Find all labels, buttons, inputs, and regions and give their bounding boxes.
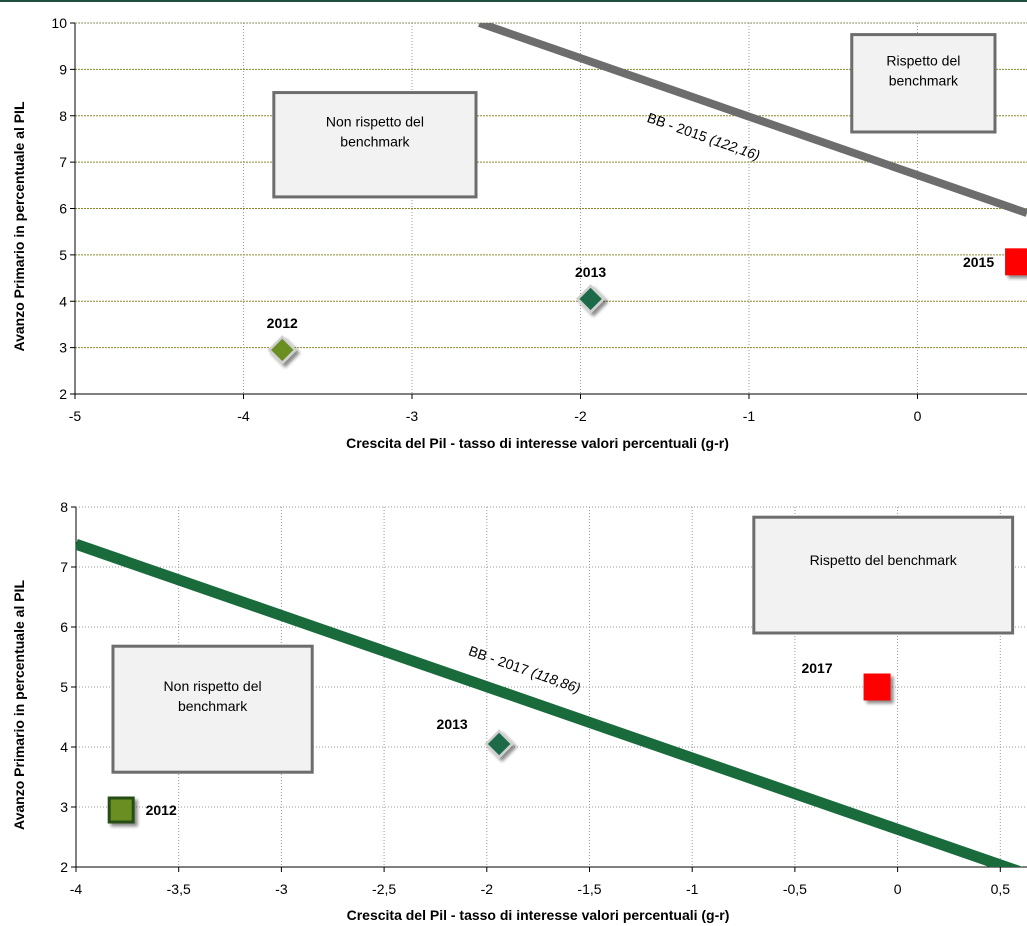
x-axis-title: Crescita del Pil - tasso di interesse va… [347,907,730,923]
box-text-line: Non rispetto del [326,114,424,130]
point-label-2012: 2012 [146,802,177,818]
point-2013 [484,729,514,759]
box-text-line: Rispetto del benchmark [810,552,958,568]
box-rispetto [752,515,1015,635]
y-tick-label: 4 [59,293,67,309]
y-tick-label: 4 [60,739,68,755]
benchmark-line [76,539,1024,867]
x-tick-label: -2,5 [372,881,396,897]
y-tick-label: 7 [59,154,67,170]
y-tick-label: 2 [59,386,67,402]
y-tick-label: 3 [59,340,67,356]
y-tick-label: 6 [59,201,67,217]
x-tick-label: -3,5 [167,881,191,897]
benchmark-line [478,23,1027,217]
x-tick-label: 0,5 [991,881,1011,897]
point-label-2012: 2012 [267,315,298,331]
y-tick-label: 3 [60,799,68,815]
chart-bb-2017: 2 3 4 5 6 7 8 -4 -3,5 -3 -2,5 -2 -1,5 -1 -0,5 0 0,5 Cresc… [11,499,1027,923]
point-label-2013: 2013 [437,716,468,732]
point-2015 [1005,248,1027,276]
box-non-rispetto [272,91,478,199]
point-2012 [267,335,298,365]
x-tick-label: -1 [686,881,699,897]
box-non-rispetto [111,644,314,774]
y-tick-label: 9 [59,61,67,77]
y-axis-title: Avanzo Primario in percentuale al PIL [11,580,27,830]
box-text-line: Non rispetto del [164,678,262,694]
point-label-2013: 2013 [575,264,606,280]
x-tick-label: 0 [914,408,922,424]
x-tick-label: -3 [406,408,419,424]
x-tick-label: -5 [69,408,82,424]
y-tick-label: 5 [60,679,68,695]
x-tick-label: -1 [743,408,756,424]
chart-bb-2015: 2 3 4 5 6 7 8 9 10 -5 -4 -3 -2 -1 0 Crescita del Pil - … [11,15,1027,451]
x-axis-title: Crescita del Pil - tasso di interesse va… [346,435,729,451]
x-tick-label: -3 [275,881,288,897]
box-text-line: Rispetto del [886,52,960,68]
box-text-line: benchmark [178,698,248,714]
y-tick-label: 5 [59,247,67,263]
x-tick-label: -0,5 [783,881,807,897]
box-rispetto [850,33,997,134]
x-tick-label: -4 [237,408,250,424]
x-tick-label: -2 [574,408,587,424]
y-tick-label: 6 [60,619,68,635]
point-2017 [863,673,891,701]
box-text-line: benchmark [340,134,410,150]
point-label-2017: 2017 [801,660,832,676]
x-tick-label: -2 [481,881,494,897]
point-label-2015: 2015 [963,254,994,270]
y-axis-title: Avanzo Primario in percentuale al PIL [11,101,27,351]
y-tick-label: 7 [60,559,68,575]
x-tick-label: -4 [70,881,83,897]
y-tick-label: 2 [60,859,68,875]
point-2013 [575,284,606,314]
y-tick-label: 10 [51,15,67,31]
box-text-line: benchmark [889,72,959,88]
point-2012 [107,796,135,824]
x-tick-label: -1,5 [577,881,601,897]
top-rule [0,0,1027,2]
y-tick-label: 8 [59,108,67,124]
x-tick-label: 0 [894,881,902,897]
y-tick-label: 8 [60,499,68,515]
